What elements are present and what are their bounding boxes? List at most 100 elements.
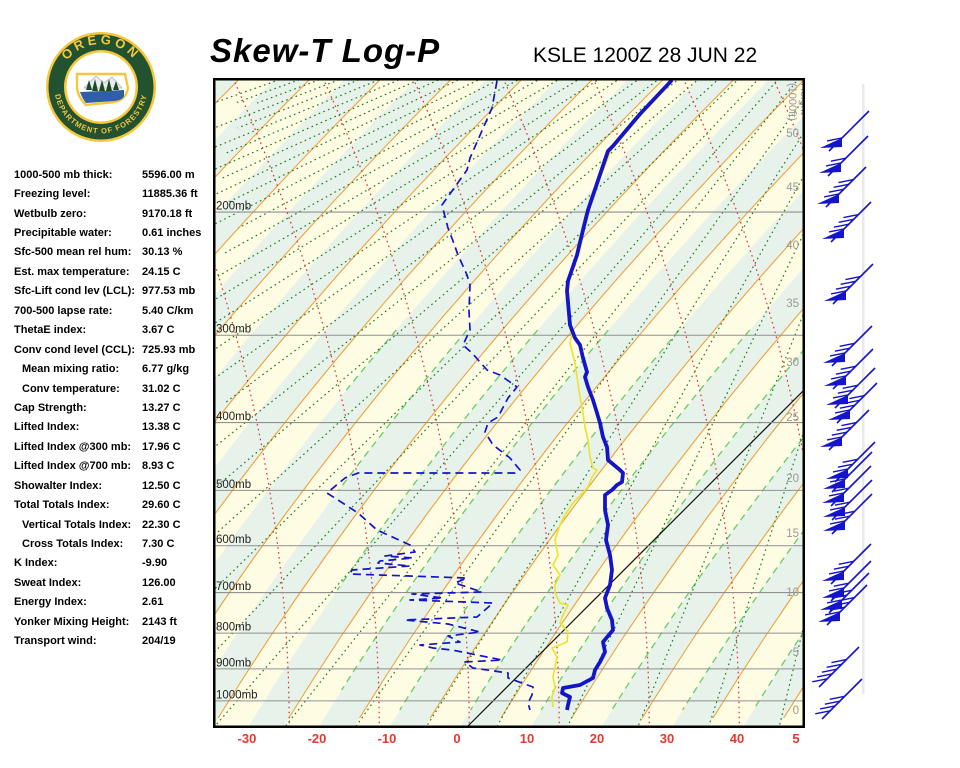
barb-feather (843, 213, 859, 219)
index-value: 30.13 % (142, 246, 183, 259)
isotherm-band (353, 151, 805, 728)
barb-feather (816, 673, 833, 678)
barb-feather (829, 352, 846, 357)
intermediate-adiabat-line (341, 329, 609, 691)
barb-flag (819, 163, 841, 173)
index-label: Conv cond level (CCL): (14, 343, 136, 356)
moist-adiabat-line (214, 78, 641, 379)
wind-barb (824, 263, 874, 305)
index-value: 17.96 C (142, 440, 181, 453)
index-label: Cross Totals Index: (22, 538, 124, 551)
index-label: Yonker Mixing Height: (14, 615, 130, 628)
barb-feather (832, 394, 849, 399)
barb-feather (833, 582, 849, 587)
skewt-chart: 200mb 300mb 400mb 500mb 600mb 700mb 800mb 900mb… (213, 78, 805, 728)
barb-feather (833, 223, 849, 228)
dry-adiabat-line (500, 305, 805, 719)
barb-feather (833, 565, 849, 570)
barb-flag (828, 410, 850, 420)
barb-feather (842, 458, 858, 464)
index-label: Vertical Totals Index: (22, 518, 132, 531)
barb-feather (830, 375, 847, 380)
index-value: 9170.18 ft (142, 207, 193, 220)
wind-barb (828, 382, 878, 424)
index-label: Conv temperature: (22, 382, 120, 395)
barb-flag (820, 437, 842, 447)
dry-adiabat-line (213, 78, 383, 258)
barb-feather (833, 183, 849, 189)
barb-feather (839, 596, 855, 602)
barb-flag (823, 507, 845, 517)
barb-flag (823, 479, 845, 489)
height-tick-label: 40 (786, 240, 799, 252)
x-axis-label: 10 (519, 731, 535, 746)
height-tick-label: 0 (793, 705, 799, 717)
barb-axis-line (862, 84, 865, 694)
index-row: Conv temperature: 31.02 C (14, 379, 219, 398)
barb-feather (841, 421, 857, 427)
dry-adiabat-line (213, 78, 524, 426)
index-label: ThetaE index: (14, 324, 87, 337)
index-value: 2143 ft (142, 615, 177, 628)
height-axis-title: (1000ft) (786, 83, 798, 121)
index-value: 13.38 C (142, 421, 181, 434)
pressure-label: 300mb (216, 324, 251, 336)
isotherm-band (213, 78, 771, 728)
barb-flag (820, 138, 842, 148)
pressure-label: 400mb (216, 411, 251, 423)
moist-adiabat-line (213, 78, 760, 654)
index-row: K Index: -9.90 (14, 554, 219, 573)
moist-adiabat-line (222, 78, 443, 179)
wind-barb (820, 110, 870, 152)
dry-adiabat-line (571, 390, 805, 719)
index-row: Sfc-Lift cond lev (LCL): 977.53 mb (14, 282, 219, 301)
index-value: 29.60 C (142, 499, 181, 512)
isotherm-band (636, 481, 805, 728)
barb-feather (836, 589, 852, 595)
barb-feather (830, 290, 847, 295)
barb-feather (826, 663, 842, 669)
wind-barb (826, 367, 876, 409)
barb-feather (829, 478, 846, 483)
dry-adiabat-line (359, 150, 805, 719)
index-value: 126.00 (142, 576, 176, 589)
index-label: Showalter Index: (14, 479, 103, 492)
index-row: Energy Index: 2.61 (14, 593, 219, 612)
barb-feather (824, 611, 841, 616)
index-label: Sweat Index: (14, 576, 82, 589)
barb-feather (837, 463, 853, 468)
index-row: Precipitable water: 0.61 inches (14, 223, 219, 242)
barb-flag (822, 588, 844, 598)
index-label: Lifted Index @700 mb: (14, 460, 132, 473)
intermediate-adiabat-line (611, 434, 805, 711)
dry-adiabat-line (288, 78, 805, 719)
index-row: ThetaE index: 3.67 C (14, 321, 219, 340)
moist-adiabat-line (213, 78, 780, 728)
index-label: Energy Index: (14, 596, 87, 609)
index-row: Showalter Index: 12.50 C (14, 476, 219, 495)
barb-feather (834, 501, 850, 506)
barb-feather (825, 162, 842, 167)
barb-feather (829, 606, 845, 611)
barb-feather (845, 275, 861, 281)
zero-isotherm-line (465, 388, 805, 728)
station-datetime: KSLE 1200Z 28 JUN 22 (533, 44, 758, 67)
barb-feather (834, 515, 850, 520)
index-label: Sfc-500 mean rel hum: (14, 246, 132, 259)
dry-adiabat-line (641, 480, 805, 719)
barb-feather (834, 473, 850, 478)
barb-flag (826, 469, 848, 479)
barb-feather (828, 188, 844, 193)
height-tick-label: 25 (786, 412, 799, 424)
index-value: 5596.00 m (142, 168, 195, 181)
isotherm-band (247, 78, 805, 728)
index-row: Transport wind: 204/19 (14, 632, 219, 651)
height-tick-label: 30 (786, 357, 799, 369)
index-row: Conv cond level (CCL): 725.93 mb (14, 340, 219, 359)
moist-adiabat-line (778, 618, 805, 728)
index-value: 6.77 g/kg (142, 363, 190, 376)
barb-flag (823, 353, 845, 363)
intermediate-adiabat-line (399, 329, 680, 711)
barb-feather (833, 487, 849, 492)
barb-feather (828, 570, 845, 575)
